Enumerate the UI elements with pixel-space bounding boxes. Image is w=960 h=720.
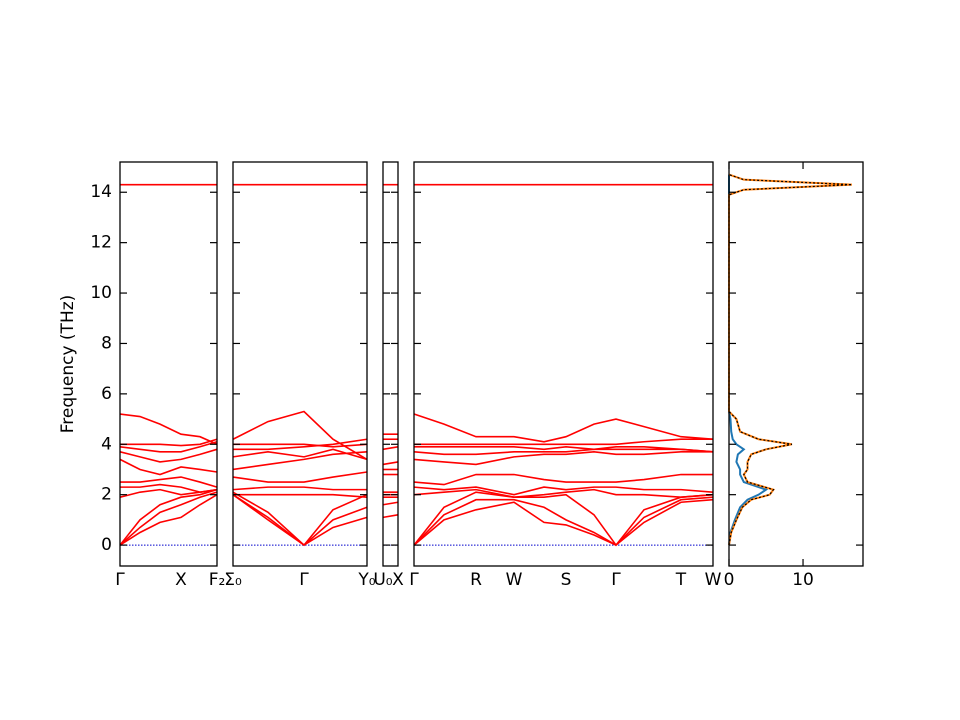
- y-tick-label: 0: [101, 535, 112, 555]
- band: [119, 488, 218, 546]
- panel-frame: [728, 161, 864, 567]
- x-tick-label: X: [175, 570, 187, 590]
- y-tick-label: 12: [90, 233, 112, 253]
- x-tick-label: F₂: [209, 570, 226, 590]
- band: [232, 471, 368, 483]
- band: [119, 458, 218, 476]
- dos-line: [728, 174, 769, 546]
- band: [233, 438, 368, 451]
- x-tick-label: Y₀: [357, 570, 375, 590]
- band: [232, 448, 368, 461]
- y-tick-label: 6: [101, 384, 112, 404]
- band: [413, 451, 713, 466]
- band: [119, 448, 218, 463]
- dos-line: [728, 174, 852, 546]
- band: [413, 498, 714, 547]
- band: [414, 445, 714, 453]
- panel-frame: [232, 161, 368, 567]
- band: [232, 486, 367, 491]
- band: [382, 514, 399, 519]
- band: [382, 501, 399, 506]
- band: [119, 440, 218, 453]
- band: [414, 438, 713, 446]
- x-tick-label: U₀: [373, 570, 392, 590]
- band: [413, 486, 714, 496]
- band: [413, 473, 713, 486]
- x-tick-label: W: [506, 570, 523, 590]
- dos-line: [728, 173, 852, 546]
- band: [413, 491, 714, 547]
- y-tick-label: 2: [101, 485, 112, 505]
- panel-frame: [413, 161, 714, 567]
- x-tick-label: S: [561, 570, 572, 590]
- x-tick-label: Γ: [299, 570, 309, 590]
- x-tick-label: Γ: [409, 570, 419, 590]
- band: [413, 413, 714, 443]
- band: [413, 488, 714, 499]
- x-tick-label: 0: [724, 570, 735, 590]
- band: [120, 476, 218, 488]
- band: [382, 461, 399, 466]
- band: [232, 494, 368, 547]
- band: [119, 413, 218, 446]
- band: [119, 493, 218, 546]
- x-tick-label: W: [705, 570, 722, 590]
- x-tick-label: R: [470, 570, 482, 590]
- x-tick-label: Σ₀: [224, 570, 242, 590]
- panel-frame: [382, 161, 399, 567]
- panel-frame: [119, 161, 218, 567]
- band: [382, 446, 399, 451]
- x-tick-label: T: [675, 570, 687, 590]
- band: [232, 410, 368, 461]
- x-tick-label: 10: [792, 570, 814, 590]
- band: [119, 491, 218, 546]
- y-tick-label: 14: [90, 182, 112, 202]
- band: [120, 483, 218, 493]
- y-tick-label: 4: [101, 434, 112, 454]
- y-axis-label: Frequency (THz): [58, 295, 78, 434]
- x-tick-label: X: [392, 570, 404, 590]
- x-tick-label: Γ: [611, 570, 621, 590]
- y-tick-label: 8: [101, 333, 112, 353]
- band: [233, 493, 368, 498]
- band: [120, 438, 218, 447]
- band: [413, 448, 714, 456]
- band: [232, 491, 368, 547]
- band: [413, 496, 714, 547]
- y-tick-label: 10: [90, 283, 112, 303]
- band: [232, 451, 368, 471]
- band: [232, 494, 368, 547]
- x-tick-label: Γ: [115, 570, 125, 590]
